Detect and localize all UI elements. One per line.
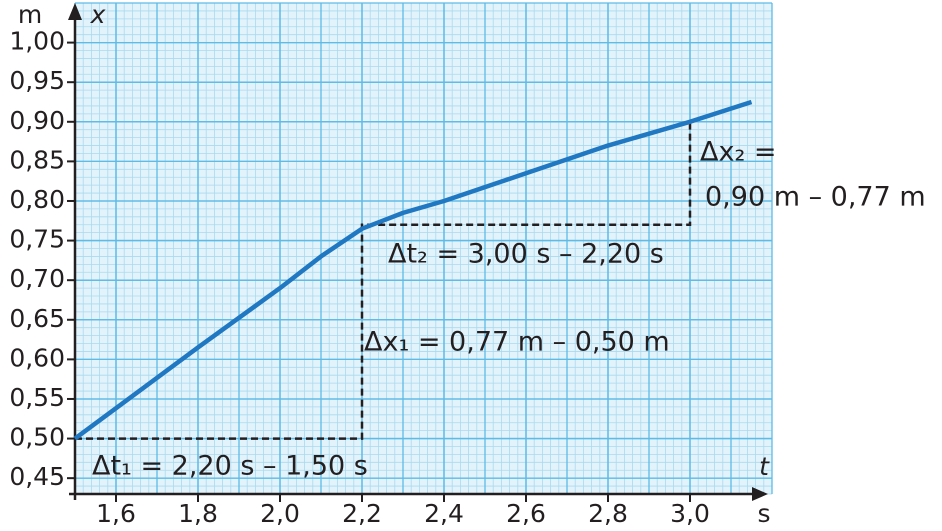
x-tick-label: 1,8 <box>178 499 218 528</box>
x-axis-arrow <box>752 487 768 501</box>
x-tick-label: 2,6 <box>506 499 546 528</box>
y-tick-label: 0,65 <box>9 304 65 333</box>
y-tick-label: 0,85 <box>9 145 65 174</box>
y-tick-label: 0,55 <box>9 383 65 412</box>
x-tick-label: 2,4 <box>424 499 464 528</box>
x-unit: s <box>757 499 770 528</box>
x-tick-label: 1,6 <box>96 499 136 528</box>
annotation: Δx₂ = <box>700 137 776 168</box>
x-tick-label: 2,2 <box>342 499 382 528</box>
x-tick-label: 2,0 <box>260 499 300 528</box>
y-tick-label: 0,70 <box>9 264 65 293</box>
y-tick-label: 0,75 <box>9 225 65 254</box>
y-tick-label: 0,60 <box>9 343 65 372</box>
y-label: x <box>90 0 106 29</box>
x-tick-label: 2,8 <box>588 499 628 528</box>
y-tick-label: 0,45 <box>9 462 65 491</box>
y-tick-label: 0,50 <box>9 423 65 452</box>
annotation: Δt₂ = 3,00 s – 2,20 s <box>388 239 664 270</box>
annotation: Δx₁ = 0,77 m – 0,50 m <box>364 327 670 358</box>
y-axis-arrow <box>68 3 82 20</box>
annotation: Δt₁ = 2,20 s – 1,50 s <box>92 451 368 482</box>
x-tick-label: 3,0 <box>670 499 710 528</box>
y-unit: m <box>18 0 42 29</box>
plot-area: 1,6 1,8 2,0 2,2 2,4 2,6 2,8 3,0 0,45 0,50 0,55 0,60… <box>9 2 773 528</box>
y-tick-label: 1,00 <box>9 27 65 56</box>
x-label: t <box>759 452 770 481</box>
y-tick-label: 0,80 <box>9 185 65 214</box>
data-line <box>73 99 753 441</box>
y-tick-label: 0,95 <box>9 66 65 95</box>
annotation: 0,90 m – 0,77 m <box>705 182 926 213</box>
reference-dashes <box>75 121 692 440</box>
y-tick-label: 0,90 <box>9 106 65 135</box>
